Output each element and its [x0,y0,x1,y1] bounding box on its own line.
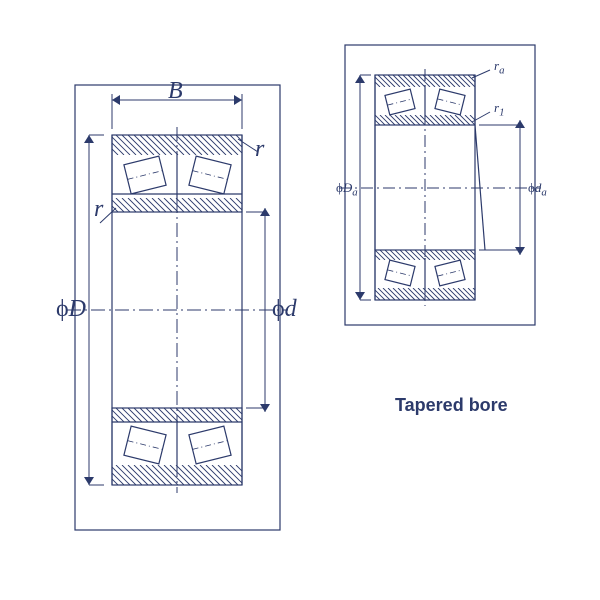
label-phiDa: ϕDa [336,180,358,199]
diagram-svg [0,0,600,600]
diagram-canvas: B r r ϕD ϕd ra r1 ϕDa ϕda Tapered bore [0,0,600,600]
label-ra: ra [494,58,504,77]
label-phid: ϕd [272,296,297,323]
label-phida: ϕda [528,180,547,199]
label-B: B [168,78,183,105]
label-phiD: ϕD [56,296,86,323]
label-r-top: r [255,136,264,163]
label-r1: r1 [494,100,504,119]
caption-tapered-bore: Tapered bore [395,395,508,416]
label-r-left: r [94,196,103,223]
